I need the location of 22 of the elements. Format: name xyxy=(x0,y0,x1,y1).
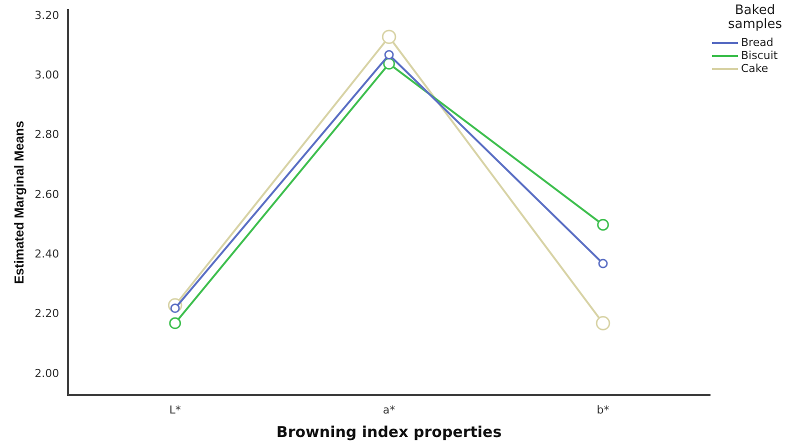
y-tick-label: 2.00 xyxy=(34,366,60,380)
y-tick-label: 2.60 xyxy=(34,188,60,201)
y-tick-label: 3.20 xyxy=(34,8,60,22)
x-axis-title: Browning index properties xyxy=(276,422,502,441)
x-tick-label: a* xyxy=(382,403,396,416)
y-tick-label: 2.80 xyxy=(34,128,60,142)
legend-label: Biscuit xyxy=(741,49,778,62)
point xyxy=(597,218,609,231)
x-tick-label: b* xyxy=(596,403,610,416)
y-tick-label: 3.00 xyxy=(34,68,60,82)
legend-label: Cake xyxy=(741,62,768,75)
x-tick-label: L* xyxy=(169,403,182,416)
point xyxy=(169,317,182,330)
point xyxy=(598,258,608,268)
y-tick-label: 2.40 xyxy=(34,247,60,260)
y-tick-label: 2.20 xyxy=(34,307,60,320)
y-axis-title: Estimated Marginal Means xyxy=(11,120,26,284)
point xyxy=(596,316,610,330)
legend-label: Bread xyxy=(741,36,774,49)
legend-title: Baked samples xyxy=(726,3,784,32)
point xyxy=(382,30,396,44)
point xyxy=(384,50,394,60)
